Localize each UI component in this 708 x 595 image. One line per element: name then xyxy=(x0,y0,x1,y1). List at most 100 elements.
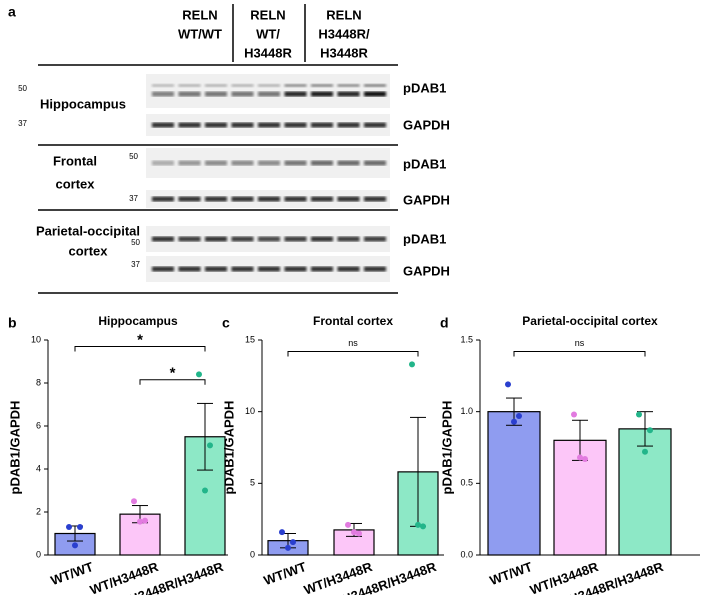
data-point xyxy=(279,529,285,536)
band xyxy=(364,84,386,87)
band xyxy=(178,91,201,97)
data-point xyxy=(511,418,517,425)
row-label: GAPDH xyxy=(403,117,450,132)
chart-title: Hippocampus xyxy=(98,314,178,328)
band xyxy=(231,196,254,202)
band xyxy=(152,84,174,87)
significance-label: * xyxy=(137,331,143,348)
panel-letter: d xyxy=(440,315,449,331)
data-point xyxy=(207,442,213,449)
band xyxy=(311,236,333,242)
band xyxy=(231,266,254,272)
row-label: GAPDH xyxy=(403,263,450,278)
band xyxy=(205,236,227,242)
band xyxy=(364,266,386,272)
band xyxy=(364,196,386,202)
band xyxy=(152,196,174,202)
chart-title: Frontal cortex xyxy=(313,314,393,328)
data-point xyxy=(636,411,642,418)
band xyxy=(178,160,201,166)
y-tick-label: 1.0 xyxy=(460,406,473,416)
band xyxy=(205,122,227,128)
region-label: cortex xyxy=(55,176,95,191)
column-header: WT/WT xyxy=(178,26,222,41)
panel-letter: a xyxy=(8,4,16,20)
band xyxy=(231,160,254,166)
data-point xyxy=(647,427,653,434)
data-point xyxy=(142,517,148,524)
panel-letter: c xyxy=(222,315,230,331)
band xyxy=(364,122,386,128)
column-header: RELN xyxy=(326,7,361,22)
band xyxy=(205,91,227,97)
data-point xyxy=(137,518,143,525)
band xyxy=(178,236,201,242)
band xyxy=(231,122,254,128)
band xyxy=(284,266,307,272)
band xyxy=(284,236,307,242)
band xyxy=(258,91,280,97)
band xyxy=(311,196,333,202)
band xyxy=(364,91,386,97)
row-label: pDAB1 xyxy=(403,80,446,95)
data-point xyxy=(72,542,78,549)
band xyxy=(178,196,201,202)
band xyxy=(178,84,201,87)
data-point xyxy=(285,544,291,551)
column-header: WT/ xyxy=(256,26,280,41)
bar xyxy=(487,411,541,556)
data-point xyxy=(356,530,362,537)
data-point xyxy=(351,529,357,536)
band xyxy=(152,91,174,97)
band xyxy=(284,84,307,87)
y-tick-label: 15 xyxy=(245,334,255,344)
band xyxy=(284,122,307,128)
data-point xyxy=(577,454,583,461)
data-point xyxy=(77,524,83,531)
data-point xyxy=(571,411,577,418)
blot-strip xyxy=(146,74,390,108)
band xyxy=(311,84,333,87)
bar xyxy=(618,428,672,556)
column-header: RELN xyxy=(250,7,285,22)
y-tick-label: 6 xyxy=(36,420,41,430)
region-label: Hippocampus xyxy=(40,96,126,111)
band xyxy=(364,160,386,166)
marker-label: 50 xyxy=(131,238,140,247)
data-point xyxy=(345,521,351,528)
band xyxy=(205,266,227,272)
data-point xyxy=(66,524,72,531)
band xyxy=(205,196,227,202)
y-axis-label: pDAB1/GAPDH xyxy=(7,401,22,495)
y-tick-label: 5 xyxy=(250,478,255,488)
y-axis-label: pDAB1/GAPDH xyxy=(221,401,236,495)
band xyxy=(337,160,360,166)
column-header: H3448R xyxy=(320,45,368,60)
region-label: Parietal-occipital xyxy=(36,223,140,238)
band xyxy=(337,122,360,128)
band xyxy=(178,122,201,128)
band xyxy=(258,236,280,242)
band xyxy=(311,122,333,128)
band xyxy=(258,84,280,87)
data-point xyxy=(290,539,296,546)
band xyxy=(178,266,201,272)
region-label: cortex xyxy=(68,243,108,258)
band xyxy=(364,236,386,242)
data-point xyxy=(420,523,426,530)
chart-title: Parietal-occipital cortex xyxy=(522,314,658,328)
y-axis-label: pDAB1/GAPDH xyxy=(439,401,454,495)
data-point xyxy=(409,361,415,368)
band xyxy=(311,160,333,166)
band xyxy=(205,84,227,87)
band xyxy=(337,266,360,272)
data-point xyxy=(131,498,137,505)
band xyxy=(258,122,280,128)
y-tick-label: 4 xyxy=(36,463,41,473)
band xyxy=(205,160,227,166)
band xyxy=(284,160,307,166)
y-tick-label: 0.5 xyxy=(460,478,473,488)
y-tick-label: 8 xyxy=(36,377,41,387)
column-header: H3448R/ xyxy=(318,26,370,41)
